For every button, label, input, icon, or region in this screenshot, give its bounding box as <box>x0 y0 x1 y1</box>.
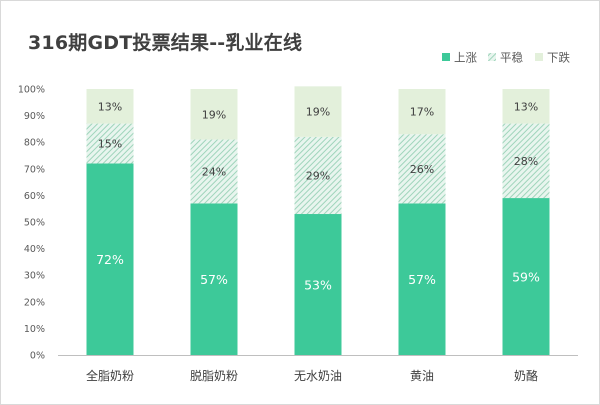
legend-label: 下跌 <box>547 51 570 65</box>
y-axis: 0% 10% 20% 30% 40% 50% 60% 70% 80% 90% 100% <box>18 85 578 362</box>
legend: 上涨 平稳 下跌 <box>442 51 570 65</box>
data-label: 13% <box>514 100 538 113</box>
bar-segment <box>86 123 134 164</box>
bar-segment <box>86 89 134 124</box>
category-label: 无水奶油 <box>294 369 342 383</box>
category-label: 脱脂奶粉 <box>190 368 238 383</box>
legend-swatch <box>488 53 496 61</box>
data-label: 72% <box>96 252 124 267</box>
bar-segment <box>398 203 446 355</box>
bar-segment <box>190 203 238 355</box>
category-label: 奶酪 <box>514 368 538 383</box>
y-tick-label: 80% <box>24 138 45 149</box>
chart-title: 316期GDT投票结果--乳业在线 <box>28 32 303 54</box>
legend-swatch <box>442 53 450 61</box>
y-tick-label: 40% <box>24 244 45 255</box>
data-label: 19% <box>202 108 226 121</box>
data-label: 59% <box>512 270 540 285</box>
bar-segment <box>502 89 550 124</box>
bar-segment <box>190 139 238 204</box>
data-label: 17% <box>410 106 434 119</box>
bar-segment <box>294 136 342 215</box>
data-label: 57% <box>200 272 228 287</box>
y-tick-label: 70% <box>24 164 45 175</box>
data-label: 28% <box>514 155 538 168</box>
bar-segment <box>294 86 342 137</box>
bar-segment <box>86 163 134 355</box>
y-tick-label: 90% <box>24 111 45 122</box>
y-tick-label: 30% <box>24 271 45 282</box>
legend-swatch <box>535 53 543 61</box>
data-label: 24% <box>202 165 226 178</box>
y-tick-label: 100% <box>18 85 45 96</box>
bar-segment <box>398 134 446 204</box>
bar-segment <box>502 198 550 355</box>
bar-segment <box>190 89 238 140</box>
y-tick-label: 50% <box>24 218 45 229</box>
category-label: 全脂奶粉 <box>86 368 134 383</box>
bar-segment <box>294 214 342 355</box>
legend-label: 平稳 <box>500 51 523 65</box>
data-label: 15% <box>98 138 122 151</box>
y-tick-label: 10% <box>24 324 45 335</box>
category-label: 黄油 <box>410 369 434 383</box>
data-label: 19% <box>306 106 330 119</box>
data-label: 53% <box>304 278 332 293</box>
y-tick-label: 60% <box>24 191 45 202</box>
data-label: 13% <box>98 100 122 113</box>
data-label: 29% <box>306 169 330 182</box>
y-tick-label: 20% <box>24 297 45 308</box>
y-tick-label: 0% <box>30 351 45 362</box>
bars: 72% 15% 13% 全脂奶粉 57% 24% 19% 脱脂奶粉 53% 29% 19% 无水奶油 5… <box>86 86 550 383</box>
bar-segment <box>502 123 550 199</box>
bar-segment <box>398 89 446 135</box>
data-label: 57% <box>408 272 436 287</box>
data-label: 26% <box>410 163 434 176</box>
legend-label: 上涨 <box>454 51 477 65</box>
